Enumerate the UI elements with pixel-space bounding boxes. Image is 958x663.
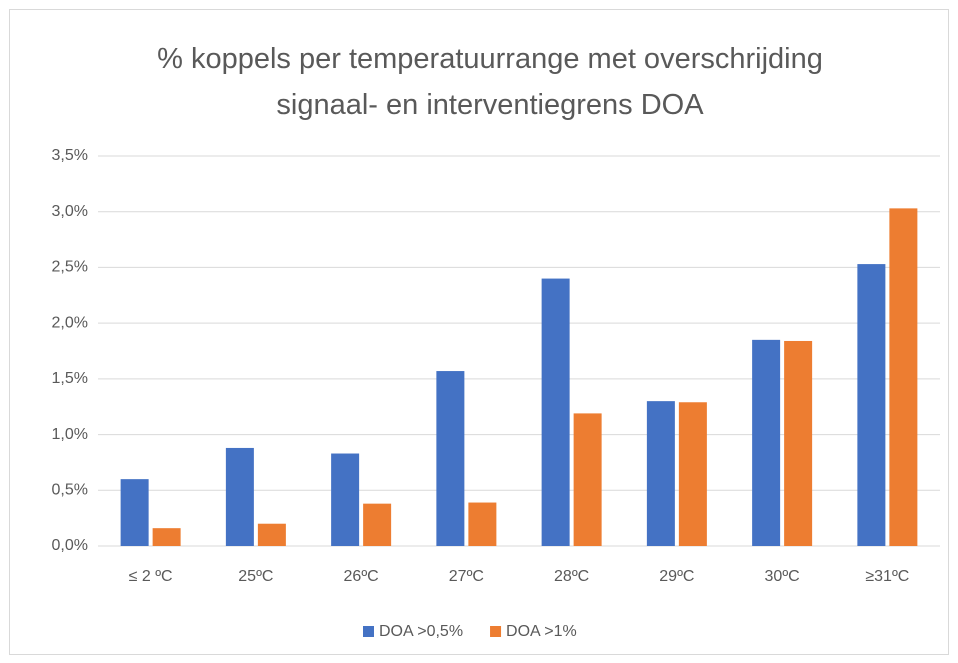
x-tick-label: 25ºC: [238, 568, 273, 585]
x-tick-label: ≤ 2 ºC: [129, 568, 173, 585]
bar: [646, 401, 675, 546]
x-tick-label: ≥31ºC: [865, 568, 909, 585]
y-tick-label: 2,5%: [52, 259, 88, 276]
legend-label: DOA >1%: [506, 623, 577, 640]
bar: [152, 528, 181, 546]
bar: [573, 413, 602, 546]
bar: [857, 264, 886, 546]
x-tick-label: 28ºC: [554, 568, 589, 585]
bar: [541, 278, 570, 546]
y-tick-label: 3,0%: [52, 203, 88, 220]
x-tick-label: 29ºC: [659, 568, 694, 585]
legend-swatch: [490, 626, 502, 637]
bar: [784, 340, 813, 546]
bar: [120, 479, 149, 546]
bar: [468, 502, 497, 546]
y-tick-label: 1,5%: [52, 370, 88, 387]
x-tick-label: 30ºC: [765, 568, 800, 585]
bar: [752, 339, 781, 546]
bar: [225, 447, 254, 546]
chart-frame: [9, 9, 949, 655]
y-tick-label: 0,0%: [52, 537, 88, 554]
bar: [436, 371, 465, 546]
bar: [363, 503, 392, 546]
y-tick-label: 1,0%: [52, 426, 88, 443]
bar: [257, 523, 286, 546]
bar: [889, 208, 918, 546]
legend-label: DOA >0,5%: [379, 623, 463, 640]
bar: [678, 402, 707, 546]
legend-swatch: [363, 626, 374, 637]
y-tick-label: 0,5%: [52, 482, 88, 499]
chart-title: % koppels per temperatuurrange met overs…: [157, 43, 823, 121]
x-tick-label: 26ºC: [344, 568, 379, 585]
y-tick-label: 3,5%: [52, 147, 88, 164]
x-tick-label: 27ºC: [449, 568, 484, 585]
y-tick-label: 2,0%: [52, 314, 88, 331]
bar: [331, 453, 360, 546]
